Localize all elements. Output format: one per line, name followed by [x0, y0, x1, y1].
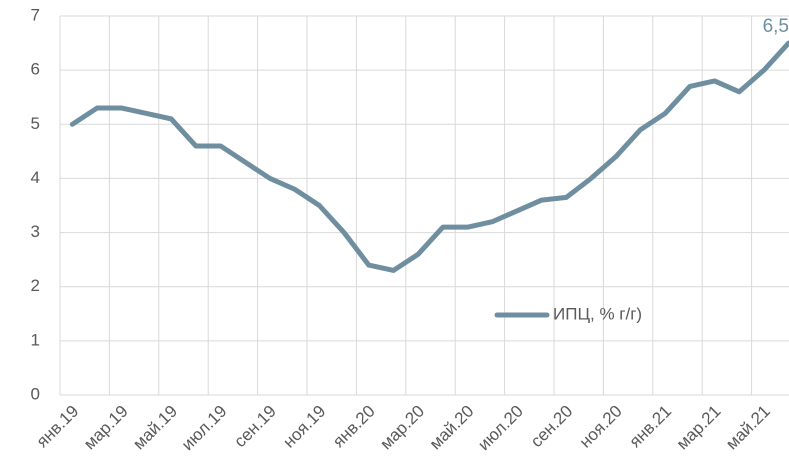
x-tick-label: янв.20 [329, 402, 379, 452]
x-tick-label: ноя.20 [576, 402, 626, 452]
x-tick-label: сен.20 [527, 402, 576, 451]
y-tick-label: 2 [31, 276, 40, 295]
y-tick-label: 6 [31, 60, 40, 79]
legend-label: ИПЦ, % г/г) [553, 304, 642, 323]
x-tick-label: май.20 [426, 402, 478, 454]
y-tick-label: 5 [31, 114, 40, 133]
y-tick-label: 0 [31, 384, 40, 403]
x-tick-label: июл.20 [474, 402, 527, 455]
x-tick-label: мар.21 [673, 402, 725, 454]
x-tick-label: май.19 [129, 402, 181, 454]
data-line [69, 40, 789, 273]
x-tick-label: сен.19 [230, 402, 279, 451]
x-tick-label: мар.19 [80, 402, 132, 454]
x-tick-label: ноя.19 [279, 402, 329, 452]
y-tick-label: 1 [31, 330, 40, 349]
y-tick-label: 7 [31, 5, 40, 24]
y-tick-label: 3 [31, 222, 40, 241]
x-tick-label: май.21 [722, 402, 774, 454]
x-tick-label: янв.21 [625, 402, 675, 452]
y-tick-label: 4 [31, 168, 40, 187]
x-tick-label: июл.19 [178, 402, 231, 455]
x-tick-label: янв.19 [33, 402, 83, 452]
data-label: 6,5 [763, 16, 789, 37]
x-tick-label: мар.20 [376, 402, 428, 454]
